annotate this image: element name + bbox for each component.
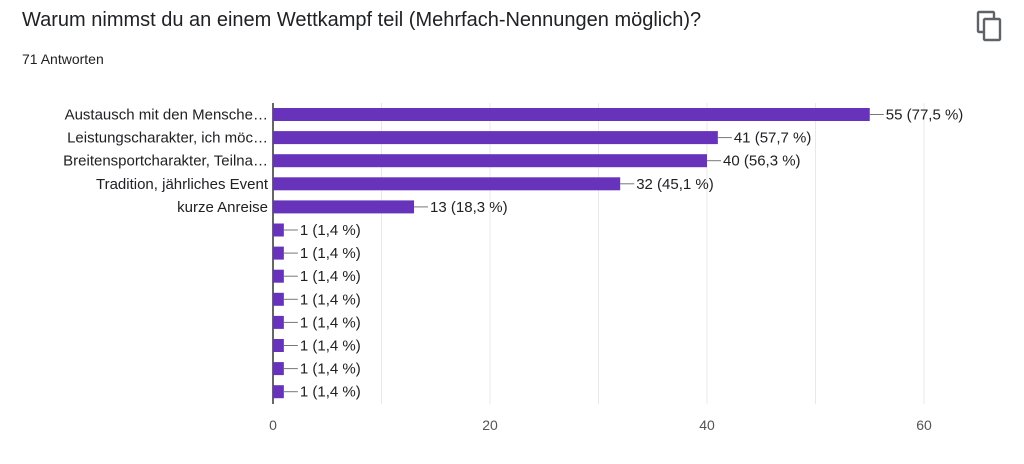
data-label: 13 (18,3 %): [430, 199, 508, 216]
data-label: 41 (57,7 %): [734, 130, 812, 147]
bar: [273, 315, 284, 329]
x-tick-label: 20: [482, 417, 498, 433]
bar: [273, 385, 284, 399]
bar: [273, 292, 284, 306]
data-label: 1 (1,4 %): [300, 384, 361, 401]
bar: [273, 362, 284, 376]
bar: [273, 177, 621, 191]
data-label: 1 (1,4 %): [300, 338, 361, 355]
copy-icon[interactable]: [974, 10, 1006, 44]
x-tick-label: 40: [699, 417, 715, 433]
data-label: 40 (56,3 %): [723, 153, 801, 170]
category-label: Tradition, jährliches Event: [96, 176, 269, 193]
bar: [273, 339, 284, 352]
data-label: 1 (1,4 %): [300, 222, 361, 239]
x-tick-label: 0: [269, 417, 277, 433]
data-label: 32 (45,1 %): [636, 176, 714, 193]
data-label: 1 (1,4 %): [300, 268, 361, 285]
data-label: 1 (1,4 %): [300, 245, 361, 262]
bar: [273, 154, 707, 168]
response-count: 71 Antworten: [22, 51, 104, 67]
bar: [273, 200, 415, 214]
x-tick-label: 60: [916, 417, 932, 433]
category-label: Breitensportcharakter, Teilna…: [63, 153, 268, 170]
question-title: Warum nimmst du an einem Wettkampf teil …: [22, 9, 702, 31]
data-label: 1 (1,4 %): [300, 291, 361, 308]
bar: [273, 108, 870, 121]
data-label: 1 (1,4 %): [300, 314, 361, 331]
data-label: 55 (77,5 %): [886, 107, 964, 124]
category-label: Leistungscharakter, ich möc…: [67, 130, 268, 147]
bar: [273, 223, 284, 237]
copy-icon-graphic: [976, 10, 1002, 42]
bar: [273, 131, 718, 145]
bar: [273, 269, 284, 283]
category-label: kurze Anreise: [177, 199, 268, 216]
data-label: 1 (1,4 %): [300, 361, 361, 378]
bar: [273, 246, 284, 260]
category-label: Austausch mit den Mensche…: [65, 107, 268, 124]
